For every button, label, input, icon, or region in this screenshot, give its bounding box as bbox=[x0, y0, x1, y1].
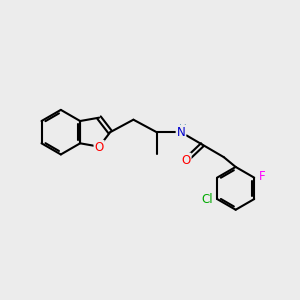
Text: Cl: Cl bbox=[202, 193, 213, 206]
Text: F: F bbox=[259, 170, 266, 183]
Text: N: N bbox=[177, 126, 185, 139]
Text: H: H bbox=[178, 124, 186, 134]
Text: O: O bbox=[94, 141, 104, 154]
Text: O: O bbox=[182, 154, 190, 166]
